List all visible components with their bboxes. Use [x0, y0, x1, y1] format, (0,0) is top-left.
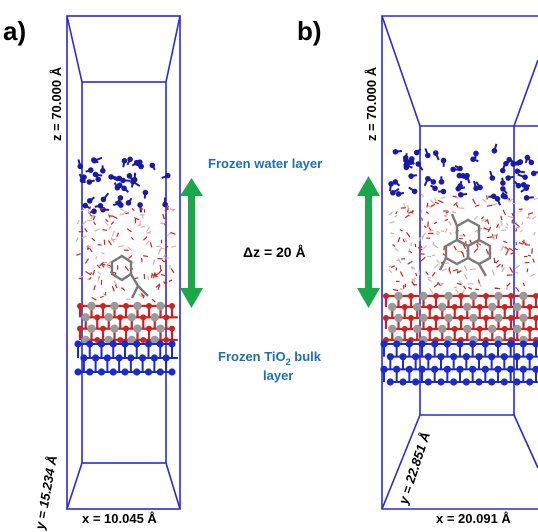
panel-b-adsorbate-molecule	[438, 213, 492, 277]
panel-b-frozen-water-molecules	[388, 143, 538, 206]
panel-b-liquid-water	[388, 193, 538, 295]
panel-a: a) z = 70.000 Å x = 10.045 Å y = 15.234 …	[3, 15, 181, 532]
delta-z-arrow-left	[180, 178, 203, 308]
frozen-water-layer-label: Frozen water layer	[208, 156, 322, 171]
frozen-tio2-layer-label: layer	[263, 368, 293, 383]
panel-b-z-dimension: z = 70.000 Å	[364, 66, 379, 141]
delta-z-label: Δz = 20 Å	[243, 244, 306, 260]
panel-b-x-dimension: x = 20.091 Å	[436, 511, 511, 526]
panel-b-tio2-surface	[383, 291, 538, 345]
panel-a-x-dimension: x = 10.045 Å	[82, 511, 157, 526]
panel-b-y-dimension: y = 22.851 Å	[395, 430, 433, 507]
panel-a-tio2-surface	[77, 301, 178, 345]
panel-a-label: a)	[3, 16, 26, 46]
panel-b: b) z = 70.000 Å x = 20.091 Å y = 22.851 …	[297, 15, 538, 526]
panel-a-y-dimension: y = 15.234 Å	[32, 454, 60, 531]
panel-a-simulation-box	[66, 15, 181, 510]
delta-z-arrow-right	[357, 176, 380, 308]
panel-b-tio2-bulk	[380, 340, 538, 386]
panel-b-label: b)	[297, 16, 322, 46]
panel-a-liquid-water	[75, 205, 176, 303]
panel-a-adsorbate-molecule	[110, 254, 149, 299]
center-annotations: Frozen water layer Δz = 20 Å Frozen TiO2…	[180, 156, 322, 383]
panel-a-tio2-bulk	[74, 340, 178, 376]
frozen-tio2-bulk-label: Frozen TiO2 bulk	[218, 349, 322, 367]
panel-a-frozen-water-molecules	[77, 156, 171, 215]
panel-a-z-dimension: z = 70.000 Å	[49, 66, 64, 141]
